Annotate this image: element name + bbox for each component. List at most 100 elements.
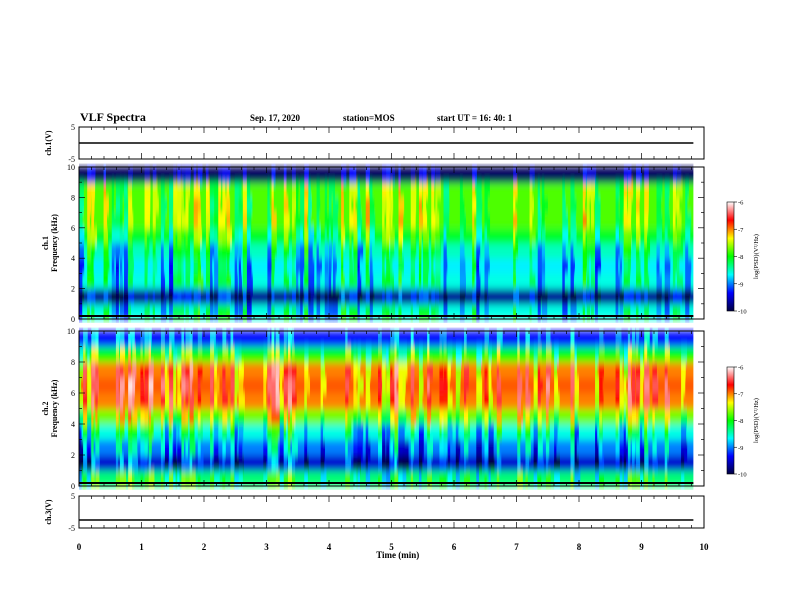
psd-streak — [595, 243, 601, 259]
psd-streak — [595, 212, 601, 229]
psd-streak — [599, 377, 603, 394]
psd-streak — [623, 362, 630, 379]
psd-streak — [103, 258, 110, 274]
psd-streak — [173, 182, 179, 198]
psd-streak — [218, 288, 224, 305]
psd-streak — [234, 288, 238, 305]
psd-streak — [119, 455, 124, 472]
psd-streak — [132, 408, 138, 425]
psd-streak — [152, 197, 159, 214]
psd-streak — [570, 346, 575, 363]
psd-streak — [304, 303, 308, 320]
psd-streak — [496, 470, 500, 487]
psd-streak — [357, 258, 360, 274]
psd-streak — [357, 303, 360, 320]
psd-streak — [398, 393, 405, 410]
psd-streak — [410, 377, 415, 394]
psd-streak — [234, 197, 239, 214]
psd-streak — [357, 424, 364, 441]
psd-streak — [111, 273, 116, 290]
psd-streak — [283, 303, 290, 320]
psd-streak — [423, 212, 428, 229]
psd-streak — [189, 424, 195, 441]
psd-streak — [382, 439, 386, 456]
psd-streak — [238, 197, 243, 214]
psd-streak — [115, 273, 119, 290]
psd-streak — [328, 258, 332, 274]
psd-streak — [496, 362, 499, 379]
psd-streak — [636, 212, 640, 229]
psd-streak — [128, 408, 132, 425]
psd-streak — [472, 212, 475, 229]
psd-streak — [160, 227, 165, 244]
psd-streak — [316, 288, 321, 305]
psd-streak — [685, 273, 691, 290]
psd-streak — [590, 182, 596, 198]
psd-streak — [87, 362, 91, 379]
psd-streak — [640, 408, 645, 425]
psd-streak — [341, 212, 344, 229]
psd-streak — [205, 197, 210, 214]
psd-streak — [222, 273, 227, 290]
psd-streak — [353, 362, 359, 379]
psd-streak — [365, 393, 371, 410]
psd-streak — [173, 470, 176, 487]
psd-streak — [570, 273, 574, 290]
psd-streak — [681, 377, 686, 394]
psd-streak — [238, 243, 243, 259]
psd-streak — [189, 455, 193, 472]
psd-streak — [197, 377, 201, 394]
psd-streak — [263, 439, 269, 456]
psd-streak — [242, 227, 248, 244]
psd-streak — [398, 167, 401, 183]
psd-streak — [615, 258, 619, 274]
psd-streak — [91, 424, 95, 441]
psd-streak — [636, 439, 640, 456]
psd-streak — [455, 470, 460, 487]
psd-streak — [160, 331, 165, 348]
psd-streak — [517, 393, 521, 410]
psd-streak — [140, 362, 144, 379]
x-tick-label: 1 — [139, 542, 144, 552]
psd-streak — [664, 288, 669, 305]
psd-streak — [91, 227, 98, 244]
psd-streak — [476, 377, 483, 394]
psd-streak — [586, 303, 591, 320]
psd-streak — [631, 331, 636, 348]
psd-streak — [341, 243, 344, 259]
psd-streak — [636, 182, 641, 198]
psd-streak — [390, 377, 397, 394]
psd-streak — [79, 288, 85, 305]
psd-streak — [283, 439, 290, 456]
psd-streak — [476, 258, 480, 274]
psd-streak — [636, 197, 640, 214]
psd-streak — [554, 346, 559, 363]
psd-streak — [304, 439, 308, 456]
psd-streak — [656, 258, 660, 274]
psd-streak — [664, 393, 670, 410]
psd-streak — [177, 393, 182, 410]
psd-streak — [676, 182, 683, 198]
psd-streak — [676, 197, 680, 214]
psd-streak — [291, 470, 296, 487]
psd-streak — [423, 273, 429, 290]
psd-streak — [484, 227, 488, 244]
psd-streak — [124, 288, 131, 305]
psd-streak — [562, 258, 568, 274]
psd-streak — [304, 455, 309, 472]
psd-streak — [570, 212, 576, 229]
psd-streak — [455, 346, 462, 363]
psd-streak — [291, 167, 296, 183]
psd-streak — [664, 362, 668, 379]
psd-streak — [214, 303, 218, 320]
psd-streak — [533, 470, 538, 487]
psd-streak — [177, 362, 182, 379]
psd-streak — [476, 346, 483, 363]
psd-streak — [533, 362, 540, 379]
psd-streak — [193, 182, 199, 198]
psd-streak — [595, 346, 599, 363]
psd-streak — [349, 273, 356, 290]
psd-streak — [181, 424, 187, 441]
psd-streak — [619, 439, 626, 456]
psd-streak — [271, 346, 275, 363]
